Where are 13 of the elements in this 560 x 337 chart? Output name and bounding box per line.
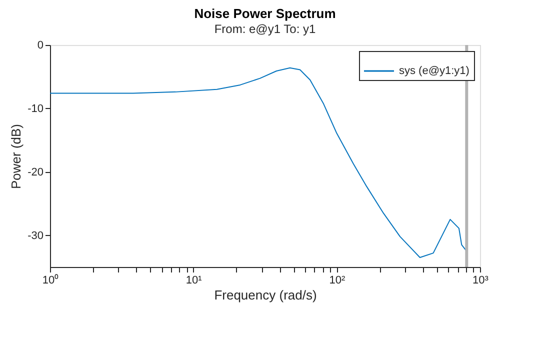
y-tick-label: 0 xyxy=(37,40,44,52)
y-tick-label: -30 xyxy=(28,230,44,242)
chart-title: Noise Power Spectrum xyxy=(194,6,336,21)
x-tick-label: 10² xyxy=(329,274,346,286)
x-tick-label: 10¹ xyxy=(186,274,202,286)
x-axis-title: Frequency (rad/s) xyxy=(214,288,317,302)
x-tick-label: 10³ xyxy=(472,274,489,286)
legend-label: sys (e@y1:y1) xyxy=(399,65,470,77)
chart-subtitle: From: e@y1 To: y1 xyxy=(214,22,316,36)
y-tick-label: -20 xyxy=(28,166,44,178)
y-axis-title: Power (dB) xyxy=(8,124,24,190)
x-tick-label: 10⁰ xyxy=(42,274,59,286)
y-tick-label: -10 xyxy=(28,102,44,115)
